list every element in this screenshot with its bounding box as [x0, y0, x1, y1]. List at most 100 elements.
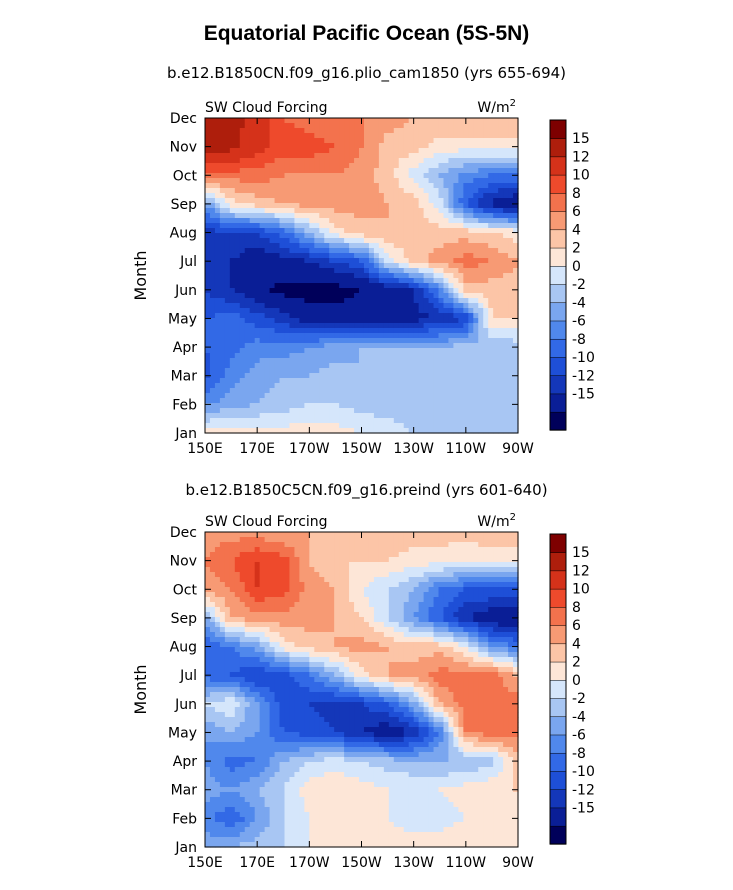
panel2-cell — [468, 587, 474, 593]
panel1-cell — [279, 373, 286, 379]
panel1-cell — [214, 343, 221, 349]
panel1-cell — [393, 428, 400, 434]
panel1-cell — [413, 398, 420, 404]
panel1-cell — [498, 278, 504, 284]
panel1-cell — [299, 263, 305, 269]
panel1-cell — [408, 178, 415, 184]
panel1-cell — [264, 188, 271, 194]
panel2-cell — [349, 532, 355, 538]
panel1-cell — [388, 208, 395, 214]
panel1-cell — [428, 418, 435, 424]
panel2-cell — [264, 587, 271, 593]
panel1-cell — [294, 408, 300, 414]
panel1-cell — [363, 183, 370, 189]
panel1-cell — [488, 318, 494, 324]
panel1-cell — [205, 358, 211, 364]
panel2-cell — [274, 552, 281, 558]
panel1-cell — [219, 148, 226, 154]
panel1-cell — [393, 258, 400, 264]
panel2-cell — [229, 582, 236, 588]
panel1-cell — [309, 393, 315, 399]
panel1-cell — [493, 363, 499, 369]
panel1-cell — [304, 298, 310, 304]
panel1-cell — [478, 288, 484, 294]
panel1-cell — [478, 133, 484, 139]
panel2-cell — [413, 552, 420, 558]
panel1-cell — [249, 178, 256, 184]
panel1-cell — [413, 318, 420, 324]
panel1-cell — [319, 233, 325, 239]
panel1-cell — [359, 408, 365, 414]
panel1-cell — [354, 288, 360, 294]
panel2-cell — [378, 572, 385, 578]
panel1-cell — [468, 303, 474, 309]
panel1-cell — [284, 193, 291, 199]
panel1-cell — [214, 388, 221, 394]
panel1-cell — [493, 183, 499, 189]
panel1-cell — [453, 308, 459, 314]
panel1-cell — [264, 263, 271, 269]
panel1-cell — [209, 158, 216, 164]
panel1-cell — [259, 353, 266, 359]
panel1-cell — [488, 283, 494, 289]
panel1-cell — [503, 398, 509, 404]
panel2-cell — [413, 532, 420, 538]
panel1-cell — [234, 158, 241, 164]
panel2-cell — [493, 587, 499, 593]
panel2-cell — [289, 597, 296, 603]
panel1-cell — [209, 353, 216, 359]
panel1-cell — [239, 183, 246, 189]
panel1-cell — [254, 233, 261, 239]
panel1-cell — [314, 143, 320, 149]
panel1-cell — [339, 353, 345, 359]
panel2-cell — [234, 542, 241, 548]
panel2-cell — [388, 597, 395, 603]
panel1-cell — [229, 148, 236, 154]
panel1-cell — [289, 383, 296, 389]
panel1-cell — [344, 398, 350, 404]
panel2-cell — [319, 532, 325, 538]
panel1-cell — [513, 348, 519, 354]
panel1-cell — [205, 313, 211, 319]
panel1-cell — [344, 128, 350, 134]
panel1-cell — [274, 213, 281, 219]
panel1-cell — [393, 298, 400, 304]
panel1-cell — [463, 188, 469, 194]
panel1-cell — [498, 173, 504, 179]
panel2-cell — [284, 542, 291, 548]
panel1-cell — [349, 298, 355, 304]
panel1-cell — [363, 298, 370, 304]
panel1-cell — [284, 198, 291, 204]
panel1-cell — [483, 223, 489, 229]
panel2-cell — [458, 587, 464, 593]
panel2-cell — [309, 537, 315, 543]
panel1-cell — [254, 128, 261, 134]
panel1-cell — [274, 343, 281, 349]
panel2-cell — [234, 547, 241, 553]
panel1-cell — [269, 383, 276, 389]
panel2-cell — [488, 532, 494, 538]
panel1-cell — [488, 428, 494, 434]
panel1-cell — [269, 378, 276, 384]
panel1-cell — [503, 313, 509, 319]
panel1-cell — [229, 183, 236, 189]
panel2-cell — [433, 582, 440, 588]
panel1-cell — [234, 283, 241, 289]
panel1-cell — [478, 248, 484, 254]
panel1-cell — [324, 308, 330, 314]
panel1-cell — [205, 238, 211, 244]
panel1-cell — [299, 148, 305, 154]
panel2-cell — [423, 602, 430, 608]
panel1-cell — [234, 163, 241, 169]
panel1-cell — [493, 428, 499, 434]
panel1-cell — [418, 233, 425, 239]
panel2-cell — [378, 537, 385, 543]
panel2-cell — [408, 587, 415, 593]
panel2-cell — [264, 602, 271, 608]
panel1-cell — [299, 178, 305, 184]
panel1-cell — [463, 358, 469, 364]
panel2-cell — [483, 572, 489, 578]
panel1-cell — [413, 298, 420, 304]
panel1-cell — [493, 218, 499, 224]
panel1-cell — [458, 213, 464, 219]
